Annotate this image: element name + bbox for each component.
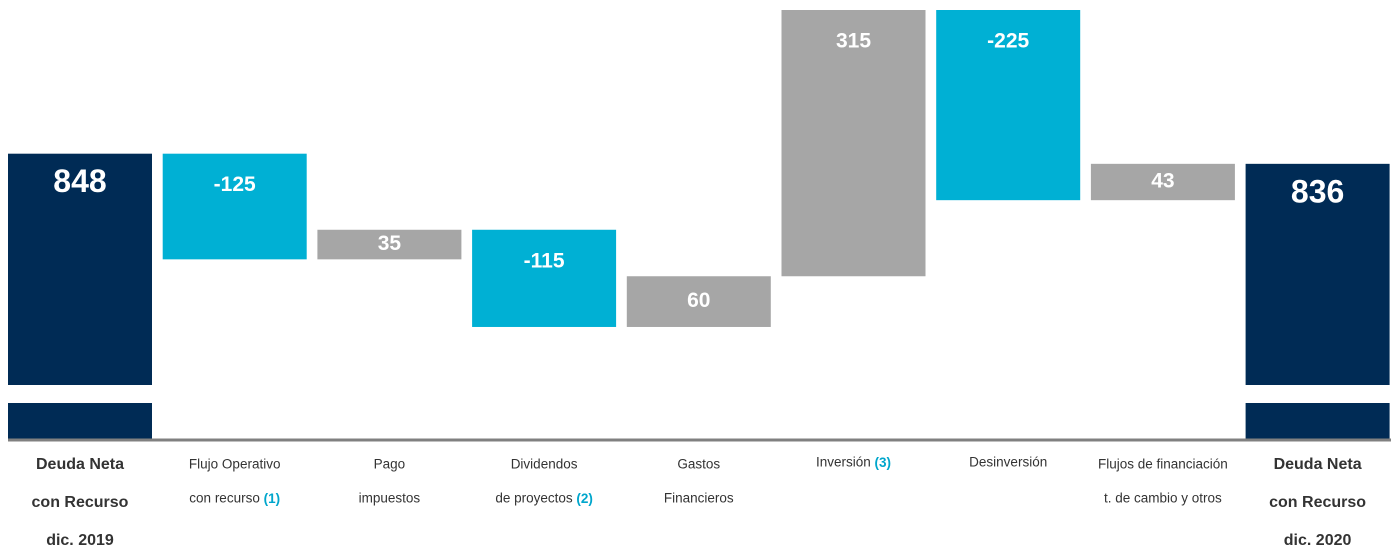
bar bbox=[781, 10, 926, 277]
value-label: 315 bbox=[836, 30, 871, 53]
value-label: 35 bbox=[378, 232, 402, 255]
category-label: con Recurso bbox=[32, 494, 129, 511]
bar bbox=[1090, 163, 1235, 201]
value-label: 848 bbox=[53, 163, 106, 199]
footnote: (3) bbox=[875, 455, 892, 470]
value-label: -125 bbox=[214, 173, 256, 196]
bar bbox=[472, 229, 617, 327]
category-label: de proyectos (2) bbox=[495, 491, 593, 506]
value-label: 43 bbox=[1151, 170, 1174, 193]
axis-break bbox=[0, 385, 1391, 403]
category-label: con recurso (1) bbox=[189, 491, 280, 506]
category-label: Inversión (3) bbox=[816, 455, 891, 470]
category-label: Deuda Neta bbox=[36, 456, 124, 473]
bar bbox=[317, 229, 462, 260]
value-label: 60 bbox=[687, 289, 710, 312]
bar bbox=[936, 10, 1081, 201]
category-label: Dividendos bbox=[511, 457, 578, 472]
category-label: Flujos de financiación bbox=[1098, 457, 1228, 472]
category-label: Financieros bbox=[664, 491, 734, 506]
category-label: t. de cambio y otros bbox=[1104, 491, 1222, 506]
category-label: Gastos bbox=[677, 457, 720, 472]
value-label: -115 bbox=[524, 249, 565, 272]
value-label: -225 bbox=[987, 30, 1029, 53]
category-label: dic. 2020 bbox=[1284, 532, 1352, 545]
category-label: Flujo Operativo bbox=[189, 457, 281, 472]
category-label: Pago bbox=[374, 457, 406, 472]
value-label: 836 bbox=[1291, 173, 1344, 209]
category-label: Deuda Neta bbox=[1274, 456, 1362, 473]
category-label: dic. 2019 bbox=[46, 532, 114, 545]
bar bbox=[162, 153, 307, 260]
category-label: impuestos bbox=[359, 491, 421, 506]
category-label: con Recurso bbox=[1269, 494, 1366, 511]
category-label: Desinversión bbox=[969, 455, 1047, 470]
bar bbox=[626, 276, 771, 327]
footnote: (2) bbox=[576, 491, 593, 506]
footnote: (1) bbox=[264, 491, 281, 506]
